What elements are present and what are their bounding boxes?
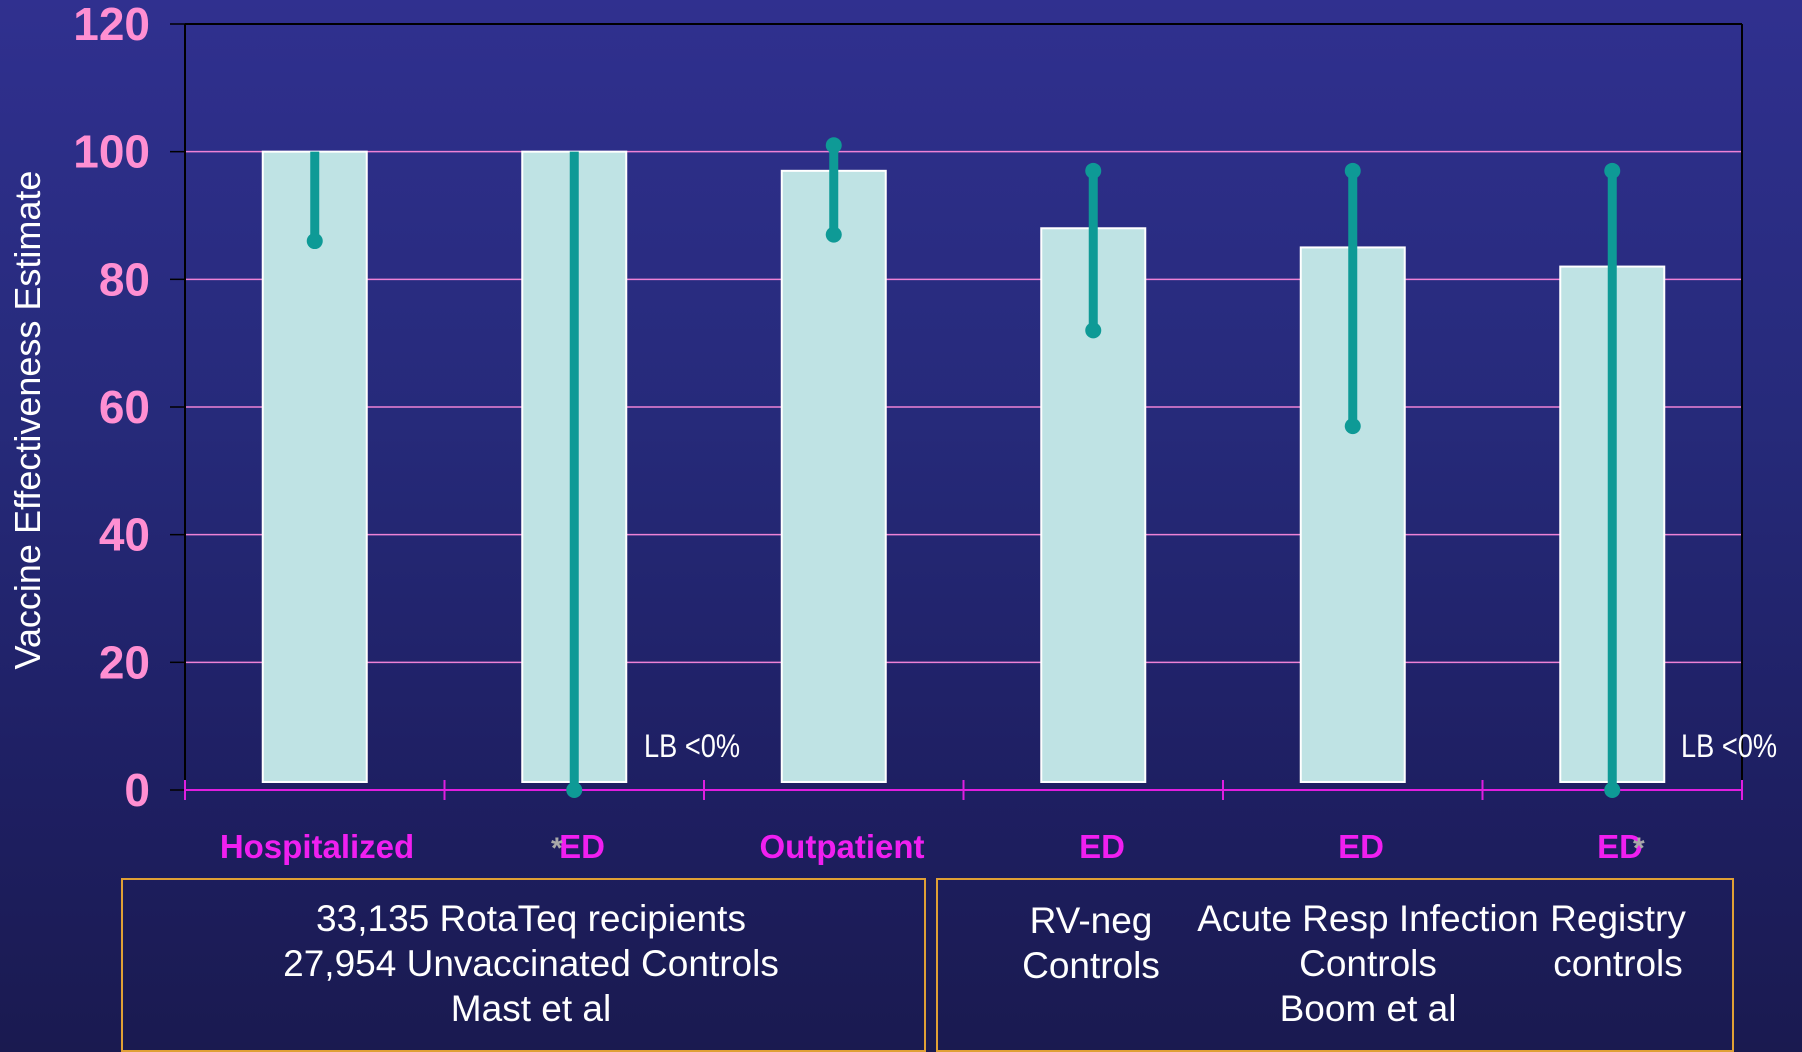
y-tick-label: 20	[99, 636, 150, 688]
category-label-ed-2: ED	[1079, 828, 1125, 865]
y-tick-label: 60	[99, 381, 150, 433]
mast-controls: 27,954 Unvaccinated Controls	[283, 943, 779, 984]
category-label-ed-3: ED	[1338, 828, 1384, 865]
y-tick-label: 0	[124, 764, 150, 816]
y-tick-label: 100	[73, 126, 150, 178]
rvneg-label: RV-neg	[1029, 900, 1153, 941]
ci-upper-dot	[1344, 162, 1361, 179]
bar	[780, 169, 887, 784]
category-label-ed-4: ED	[1597, 828, 1643, 865]
mast-recipients: 33,135 RotaTeq recipients	[316, 898, 746, 939]
ci-upper-dot	[1604, 162, 1621, 179]
ari-label: Acute Resp Infection	[1197, 898, 1539, 939]
registry-controls-label: controls	[1553, 943, 1683, 984]
ci-upper-dot	[825, 137, 842, 154]
axes	[170, 23, 1743, 800]
mast-author: Mast et al	[450, 988, 612, 1029]
asterisk-marker-1: *	[551, 832, 563, 865]
ci-lower-dot	[1604, 782, 1621, 798]
y-tick-label: 120	[73, 0, 150, 50]
category-label-outpatient: Outpatient	[759, 828, 925, 865]
category-label-hospitalized: Hospitalized	[219, 828, 415, 865]
ci-upper-dot	[1085, 162, 1102, 179]
rvneg-controls-label: Controls	[1022, 945, 1160, 986]
bars	[261, 150, 1666, 784]
asterisk-marker-2: *	[1633, 832, 1645, 865]
ci-lower-dot	[825, 226, 842, 243]
ci-lower-dot	[1344, 418, 1361, 435]
gridlines	[185, 150, 1742, 664]
ci-lower-dot	[306, 233, 323, 250]
y-tick-labels: 0 20 40 60 80 100 120	[73, 0, 150, 816]
ari-controls-label: Controls	[1299, 943, 1437, 984]
ci-lower-dot	[566, 782, 583, 798]
error-bars	[306, 137, 1621, 798]
mast-study-box: 33,135 RotaTeq recipients 27,954 Unvacci…	[121, 878, 926, 1052]
boom-study-box: RV-neg Controls Acute Resp Infection Con…	[936, 878, 1734, 1052]
boom-author: Boom et al	[1279, 988, 1457, 1029]
category-label-ed-1: ED	[559, 828, 605, 865]
y-tick-label: 40	[99, 509, 150, 561]
lower-bound-annotation-2: LB <0%	[1681, 728, 1778, 764]
ci-lower-dot	[1085, 322, 1102, 339]
registry-label: Registry	[1550, 898, 1686, 939]
bar	[261, 150, 368, 783]
y-tick-label: 80	[99, 253, 150, 305]
lower-bound-annotation-1: LB <0%	[644, 728, 741, 764]
